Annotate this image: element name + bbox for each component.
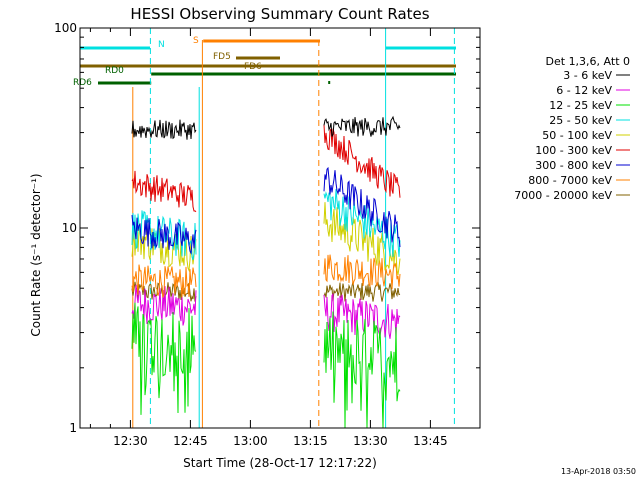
series-line	[323, 166, 401, 248]
vertical-markers	[132, 28, 455, 428]
legend-label: 6 - 12 keV	[556, 84, 612, 97]
count-rate-series	[131, 115, 401, 429]
series-line	[323, 124, 401, 198]
footer-timestamp: 13-Apr-2018 03:50	[561, 467, 636, 476]
y-axis-ticks: 1 10 100	[54, 21, 480, 435]
series-line	[323, 292, 401, 339]
x-tick-label: 13:00	[233, 434, 268, 448]
legend-label: 3 - 6 keV	[563, 69, 612, 82]
y-axis-label: Count Rate (s⁻¹ detector⁻¹)	[29, 173, 43, 336]
series-line	[131, 281, 197, 302]
flag-dot	[328, 81, 331, 84]
legend-label: 800 - 7000 keV	[528, 174, 612, 187]
series-line	[323, 202, 401, 276]
legend-label: 25 - 50 keV	[549, 114, 612, 127]
y-tick-label: 10	[62, 221, 77, 235]
legend-label: 100 - 300 keV	[535, 144, 612, 157]
legend-label: 12 - 25 keV	[549, 99, 612, 112]
y-tick-label: 1	[69, 421, 77, 435]
x-tick-label: 13:30	[353, 434, 388, 448]
series-line	[131, 210, 197, 261]
x-axis-label: Start Time (28-Oct-17 12:17:22)	[183, 456, 377, 470]
legend-label: 7000 - 20000 keV	[514, 189, 612, 202]
x-tick-label: 12:30	[113, 434, 148, 448]
legend: 3 - 6 keV 6 - 12 keV 12 - 25 keV 25 - 50 ke…	[514, 69, 630, 202]
y-tick-label: 100	[54, 21, 77, 35]
series-line	[323, 311, 401, 429]
flag-label-rd6: RD6	[73, 78, 92, 88]
x-tick-label: 13:15	[293, 434, 328, 448]
series-line	[131, 119, 197, 140]
flag-label-rd0: RD0	[105, 66, 124, 76]
chart-title: HESSI Observing Summary Count Rates	[130, 5, 429, 23]
flag-label-fd5: FD5	[213, 52, 231, 62]
legend-label: 300 - 800 keV	[535, 159, 612, 172]
flag-label-s: S	[193, 36, 199, 46]
series-line	[323, 281, 401, 302]
series-line	[131, 170, 197, 213]
x-tick-label: 13:45	[413, 434, 448, 448]
legend-header: Det 1,3,6, Att 0	[546, 55, 630, 68]
series-line	[131, 215, 197, 255]
flag-label-fd6: FD6	[244, 62, 262, 72]
series-line	[131, 264, 197, 298]
series-line	[323, 115, 401, 137]
legend-label: 50 - 100 keV	[542, 129, 612, 142]
x-tick-label: 12:45	[173, 434, 208, 448]
x-axis-ticks: 12:30 12:45 13:00 13:15 13:30 13:45	[89, 28, 448, 448]
flag-label-n: N	[158, 40, 165, 50]
series-line	[131, 284, 197, 326]
series-line	[131, 302, 197, 415]
series-line	[323, 254, 401, 290]
